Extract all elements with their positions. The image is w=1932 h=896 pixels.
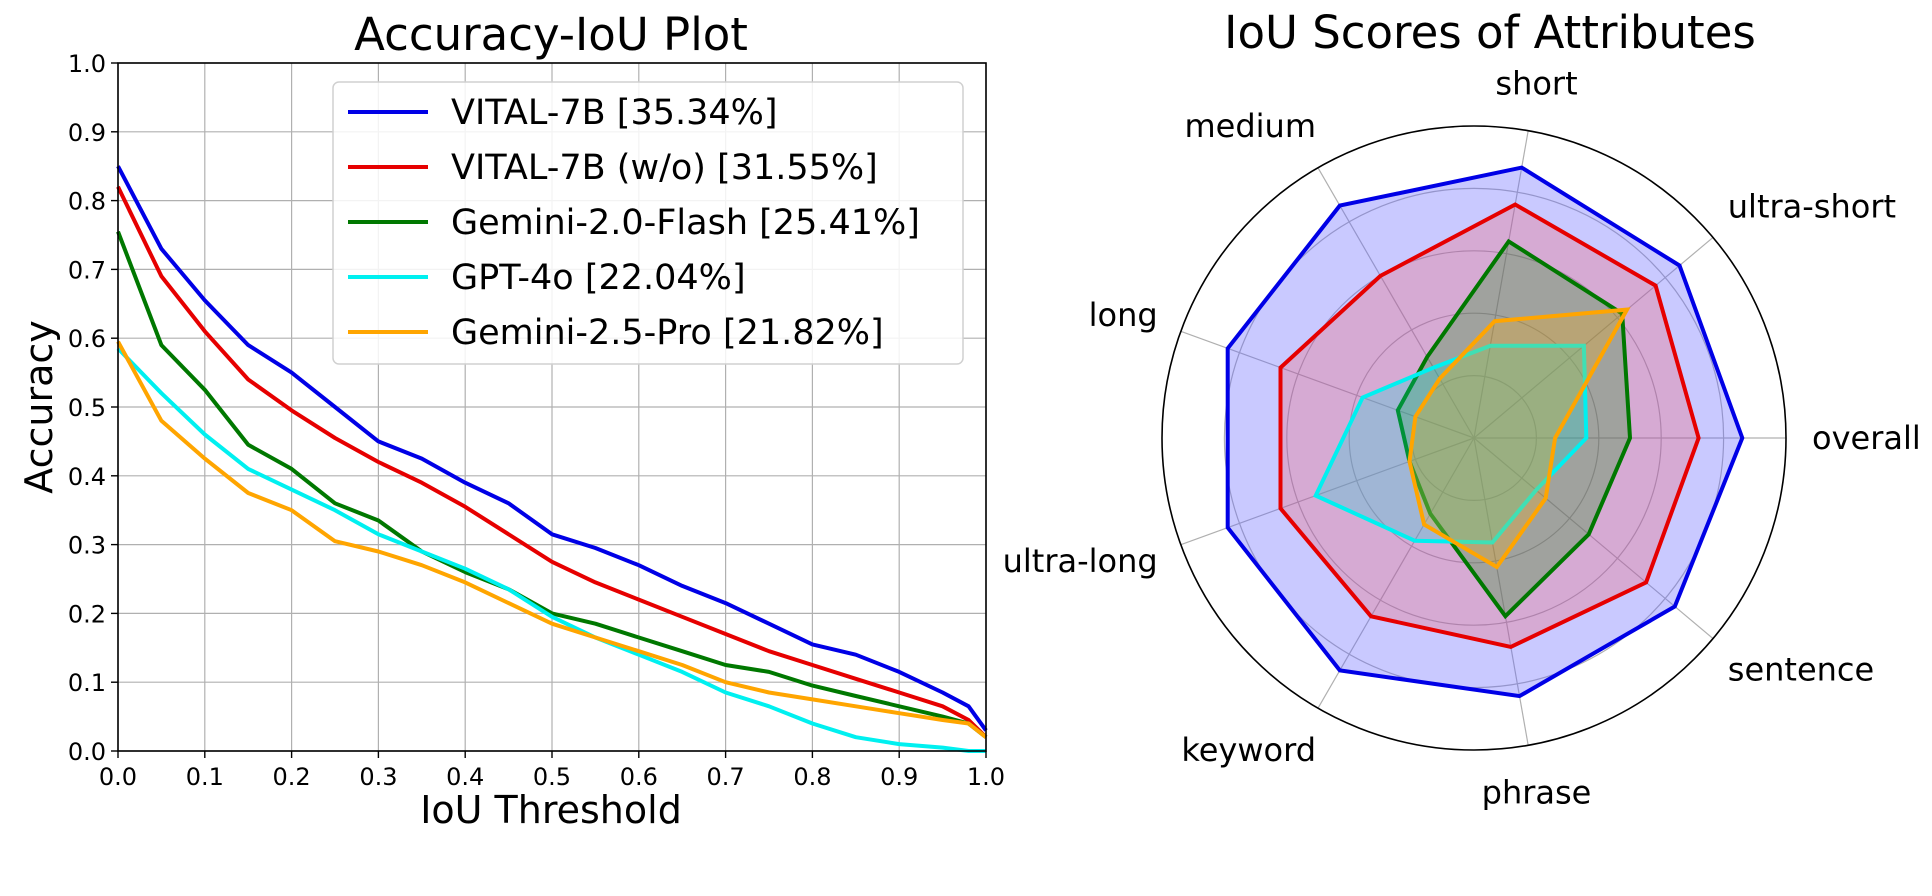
x-tick-label: 0.9 (880, 763, 918, 791)
iou-radar-chart: IoU Scores of Attributes overall ultra-sh… (1003, 6, 1921, 812)
radar-category-label: ultra-long (1003, 542, 1158, 580)
radar-series-1 (1278, 202, 1701, 650)
x-tick-label: 0.4 (446, 763, 484, 791)
y-tick-label: 0.1 (68, 669, 106, 697)
radar-category-label: keyword (1181, 731, 1316, 769)
x-tick-label: 0.7 (707, 763, 745, 791)
radar-category-label: short (1495, 64, 1577, 102)
radar-category-label: sentence (1728, 650, 1874, 688)
legend-entry: Gemini-2.5-Pro [21.82%] (451, 313, 884, 353)
legend-entry: Gemini-2.0-Flash [25.41%] (451, 203, 920, 243)
radar-category-label: long (1089, 296, 1158, 334)
accuracy-iou-series (116, 165, 988, 753)
y-tick-label: 1.0 (68, 50, 106, 78)
legend-entry: VITAL-7B [35.34%] (451, 93, 778, 133)
x-tick-label: 0.0 (99, 763, 137, 791)
legend-box (332, 81, 964, 365)
y-tick-labels: 0.0 0.1 0.2 0.3 0.4 0.5 0.6 0.7 0.8 0.9 1.0 (68, 50, 118, 766)
radar-series-3 (1313, 343, 1589, 545)
series-line-1 (116, 185, 988, 739)
y-tick-label: 0.6 (68, 325, 106, 353)
y-tick-label: 0.7 (68, 256, 106, 284)
y-tick-label: 0.4 (68, 463, 106, 491)
x-tick-label: 0.3 (359, 763, 397, 791)
x-tick-label: 0.8 (793, 763, 831, 791)
series-line-4 (116, 340, 988, 739)
x-tick-label: 1.0 (967, 763, 1005, 791)
radar-series (1225, 165, 1745, 699)
x-tick-labels: 0.0 0.1 0.2 0.3 0.4 0.5 0.6 0.7 0.8 0.9 1.0 (99, 751, 1005, 791)
accuracy-iou-plot: Accuracy-IoU Plot 0.0 0.1 0.2 0.3 0.4 0.5 0.6 0… (17, 8, 1005, 832)
legend-entry: VITAL-7B (w/o) [31.55%] (451, 148, 878, 188)
y-tick-label: 0.9 (68, 119, 106, 147)
radar-outer-ring (1161, 125, 1787, 751)
legend: VITAL-7B [35.34%] VITAL-7B (w/o) [31.55%]… (332, 81, 964, 365)
radar-title: IoU Scores of Attributes (1224, 6, 1756, 59)
radar-category-label: overall (1812, 419, 1921, 457)
radar-spoke (1317, 167, 1475, 439)
radar-category-label: phrase (1482, 774, 1592, 812)
radar-spoke (1473, 130, 1529, 439)
x-tick-label: 0.1 (186, 763, 224, 791)
x-tick-label: 0.2 (273, 763, 311, 791)
y-tick-label: 0.5 (68, 394, 106, 422)
accuracy-iou-title: Accuracy-IoU Plot (354, 8, 748, 61)
radar-series-4 (1407, 307, 1631, 570)
radar-grid (1161, 125, 1787, 751)
series-line-3 (116, 347, 986, 753)
radar-spoke (1473, 236, 1714, 439)
radar-category-labels: overall ultra-short short medium long ultra-l… (1003, 64, 1921, 811)
radar-series-2 (1395, 238, 1633, 620)
x-axis-label: IoU Threshold (420, 788, 682, 832)
series-line-0 (116, 165, 988, 732)
series-line-2 (116, 230, 988, 739)
radar-category-label: medium (1184, 107, 1316, 145)
y-axis-label: Accuracy (17, 320, 61, 494)
y-tick-label: 0.3 (68, 532, 106, 560)
y-tick-label: 0.2 (68, 600, 106, 628)
y-tick-label: 0.8 (68, 188, 106, 216)
radar-spoke (1473, 437, 1714, 640)
radar-category-label: ultra-short (1728, 188, 1896, 226)
x-tick-label: 0.6 (620, 763, 658, 791)
radar-spoke (1317, 437, 1475, 709)
x-tick-label: 0.5 (533, 763, 571, 791)
y-tick-label: 0.0 (68, 738, 106, 766)
legend-entry: GPT-4o [22.04%] (451, 258, 746, 298)
